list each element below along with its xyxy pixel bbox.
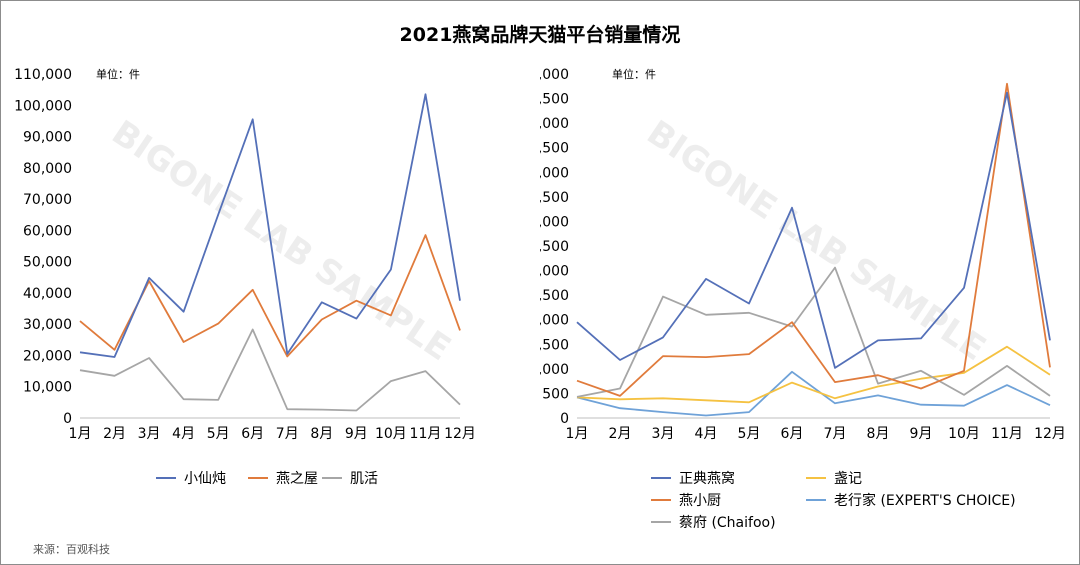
series-line xyxy=(576,91,1051,369)
y-tick-label: 0 xyxy=(63,411,72,427)
x-tick-label: 4月 xyxy=(172,426,195,442)
y-tick-label: 2,500 xyxy=(540,288,569,304)
y-tick-label: 1,500 xyxy=(540,337,569,353)
x-tick-label: 3月 xyxy=(138,426,161,442)
series-line xyxy=(79,328,461,412)
watermark-text: BIGONE LAB SAMPLE xyxy=(640,113,993,369)
legend-label: 肌活 xyxy=(350,471,378,487)
x-tick-label: 9月 xyxy=(910,426,933,442)
unit-label: 单位：件 xyxy=(96,67,140,81)
legend-label: 小仙炖 xyxy=(184,471,226,487)
y-tick-label: 70,000 xyxy=(23,192,72,208)
x-tick-label: 1月 xyxy=(566,426,589,442)
x-tick-label: 12月 xyxy=(1034,426,1066,442)
legend-label: 盏记 xyxy=(834,471,862,487)
y-tick-label: 500 xyxy=(542,386,569,402)
x-tick-label: 10月 xyxy=(375,426,407,442)
x-tick-label: 7月 xyxy=(276,426,299,442)
legend-label: 蔡府 (Chaifoo) xyxy=(679,515,776,531)
x-tick-label: 2月 xyxy=(103,426,126,442)
x-tick-label: 6月 xyxy=(241,426,264,442)
y-tick-label: 4,000 xyxy=(540,214,569,230)
y-tick-label: 40,000 xyxy=(23,286,72,302)
source-note: 来源：百观科技 xyxy=(33,543,110,556)
x-tick-label: 7月 xyxy=(824,426,847,442)
legend-label: 燕小厨 xyxy=(679,493,721,509)
series-line xyxy=(576,345,1051,404)
x-tick-label: 1月 xyxy=(69,426,92,442)
x-tick-label: 8月 xyxy=(310,426,333,442)
y-tick-label: 110,000 xyxy=(14,67,72,83)
series-line xyxy=(576,266,1051,398)
y-tick-label: 80,000 xyxy=(23,161,72,177)
chart-title: 2021燕窝品牌天猫平台销量情况 xyxy=(399,24,681,46)
y-tick-label: 50,000 xyxy=(23,255,72,271)
x-tick-label: 11月 xyxy=(410,426,442,442)
y-tick-label: 5,500 xyxy=(540,141,569,157)
y-tick-label: 5,000 xyxy=(540,165,569,181)
y-tick-label: 6,000 xyxy=(540,116,569,132)
x-tick-label: 11月 xyxy=(991,426,1023,442)
y-tick-label: 6,500 xyxy=(540,92,569,108)
x-tick-label: 2月 xyxy=(609,426,632,442)
y-tick-label: 3,500 xyxy=(540,239,569,255)
right-line-chart: BIGONE LAB SAMPLE 单位：件 0 500 1,000 1,500 2,000… xyxy=(540,67,1066,531)
y-tick-label: 60,000 xyxy=(23,223,72,239)
y-tick-label: 90,000 xyxy=(23,130,72,146)
y-tick-label: 30,000 xyxy=(23,317,72,333)
x-tick-label: 3月 xyxy=(652,426,675,442)
unit-label: 单位：件 xyxy=(612,67,656,81)
y-tick-label: 0 xyxy=(560,411,569,427)
legend-label: 燕之屋 xyxy=(276,471,318,487)
y-tick-label: 2,000 xyxy=(540,313,569,329)
left-line-chart: BIGONE LAB SAMPLE 单位：件 0 10,000 20,000 30,000… xyxy=(14,67,476,487)
x-tick-label: 6月 xyxy=(781,426,804,442)
legend-label: 正典燕窝 xyxy=(679,470,735,487)
y-tick-label: 20,000 xyxy=(23,348,72,364)
y-tick-label: 3,000 xyxy=(540,264,569,280)
y-tick-label: 100,000 xyxy=(14,98,72,114)
x-tick-label: 8月 xyxy=(867,426,890,442)
y-tick-label: 1,000 xyxy=(540,362,569,378)
x-tick-label: 12月 xyxy=(444,426,476,442)
y-tick-label: 10,000 xyxy=(23,380,72,396)
series-line xyxy=(576,82,1051,397)
x-tick-label: 10月 xyxy=(948,426,980,442)
y-tick-label: 4,500 xyxy=(540,190,569,206)
x-tick-label: 4月 xyxy=(695,426,718,442)
x-tick-label: 5月 xyxy=(738,426,761,442)
y-tick-label: 7,000 xyxy=(540,67,569,83)
x-tick-label: 5月 xyxy=(207,426,230,442)
legend-label: 老行家 (EXPERT'S CHOICE) xyxy=(834,492,1016,509)
series-line xyxy=(576,370,1051,417)
series-line xyxy=(79,93,461,358)
watermark-text: BIGONE LAB SAMPLE xyxy=(105,113,458,369)
x-tick-label: 9月 xyxy=(345,426,368,442)
